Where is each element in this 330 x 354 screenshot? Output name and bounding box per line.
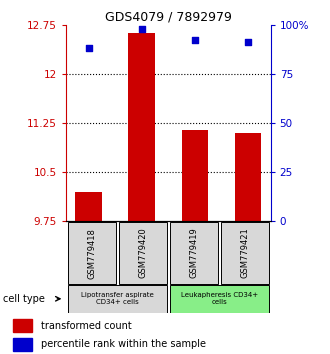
Bar bbox=[170, 285, 269, 313]
Bar bbox=[68, 285, 167, 313]
Bar bbox=[182, 130, 208, 221]
Bar bbox=[13, 338, 32, 351]
Bar bbox=[119, 222, 167, 284]
Text: GSM779421: GSM779421 bbox=[241, 228, 249, 279]
Text: GSM779419: GSM779419 bbox=[189, 228, 198, 279]
Bar bbox=[221, 222, 269, 284]
Bar bbox=[128, 33, 155, 221]
Point bbox=[246, 40, 251, 45]
Point bbox=[139, 26, 144, 32]
Bar bbox=[75, 192, 102, 221]
Text: GSM779418: GSM779418 bbox=[87, 228, 96, 279]
Title: GDS4079 / 7892979: GDS4079 / 7892979 bbox=[105, 11, 232, 24]
Text: cell type: cell type bbox=[3, 294, 45, 304]
Text: Lipotransfer aspirate
CD34+ cells: Lipotransfer aspirate CD34+ cells bbox=[81, 292, 153, 305]
Point bbox=[192, 38, 198, 43]
Text: Leukapheresis CD34+
cells: Leukapheresis CD34+ cells bbox=[181, 292, 258, 305]
Bar bbox=[68, 222, 115, 284]
Point bbox=[86, 46, 91, 51]
Text: GSM779420: GSM779420 bbox=[138, 228, 147, 279]
Bar bbox=[13, 319, 32, 332]
Text: transformed count: transformed count bbox=[42, 321, 132, 331]
Bar bbox=[235, 133, 261, 221]
Text: percentile rank within the sample: percentile rank within the sample bbox=[42, 339, 207, 349]
Bar bbox=[170, 222, 218, 284]
